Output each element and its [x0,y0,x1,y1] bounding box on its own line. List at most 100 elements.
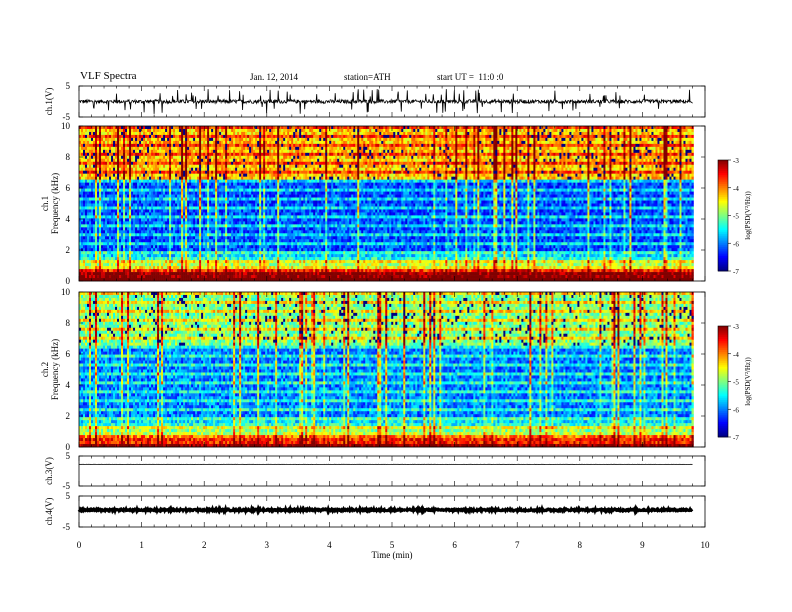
spectrogram-cell [239,134,242,139]
spectrogram-cell [87,149,90,154]
spectrogram-cell [187,137,190,142]
spectrogram-cell [497,134,500,139]
spectrogram-cell [129,128,132,133]
spectrogram-cell [147,164,150,169]
spectrogram-cell [159,170,162,174]
spectrogram-cell [217,126,220,130]
spectrogram-cell [137,137,140,142]
spectrogram-cell [339,143,342,148]
spectrogram-cell [431,134,434,139]
spectrogram-cell [491,143,494,148]
spectrogram-cell [529,164,532,169]
spectrogram-cell [473,126,476,130]
spectrogram-cell [477,143,480,148]
spectrogram-cell [665,149,668,154]
spectrogram-cell [571,155,574,160]
spectrogram-cell [323,149,326,154]
spectrogram-cell [325,149,328,154]
spectrogram-cell [651,149,654,154]
spectrogram-cell [555,155,558,160]
spectrogram-cell [451,149,454,154]
spectrogram-cell [323,155,326,160]
spectrogram-cell [379,155,382,160]
spectrogram-cell [227,164,230,169]
spectrogram-cell [677,137,680,142]
spectrogram-cell [371,164,374,169]
spectrogram-cell [337,152,340,157]
spectrogram-cell [461,158,464,163]
spectrogram-cell [607,170,610,174]
spectrogram-cell [511,164,514,169]
spectrogram-cell [643,167,646,172]
spectrogram-cell [615,134,618,139]
spectrogram-cell [319,155,322,160]
spectrogram-cell [503,128,506,133]
spectrogram-cell [175,131,178,136]
spectrogram-cell [455,126,458,130]
spectrogram-cell [321,149,324,154]
spectrogram-cell [617,128,620,133]
spectrogram-cell [279,128,282,133]
spectrogram-cell [93,140,96,145]
spectrogram-cell [263,149,266,154]
spectrogram-cell [561,131,564,136]
spectrogram-cell [123,158,126,163]
spectrogram-cell [367,158,370,163]
spectrogram-cell [427,128,430,133]
spectrogram-cell [145,140,148,145]
spectrogram-cell [257,149,260,154]
spectrogram-cell [167,170,170,174]
spectrogram-cell [569,134,572,139]
spectrogram-cell [179,158,182,163]
spectrogram-cell [89,167,92,172]
spectrogram-cell [401,170,404,174]
spectrogram-cell [95,126,98,130]
spectrogram-cell [417,146,420,151]
spectrogram-cell [179,134,182,139]
spectrogram-cell [629,158,632,163]
spectrogram-cell [327,155,330,160]
spectrogram-cell [211,146,214,151]
spectrogram-cell [109,146,112,151]
spectrogram-cell [285,137,288,142]
spectrogram-cell [565,140,568,145]
spectrogram-cell [513,134,516,139]
spectrogram-cell [571,126,574,130]
spectrogram-cell [245,131,248,136]
spectrogram-cell [409,126,412,130]
spectrogram-cell [551,126,554,130]
spectrogram-cell [399,137,402,142]
spectrogram-cell [97,158,100,163]
spectrogram-cell [231,137,234,142]
spectrogram-cell [121,164,124,169]
spectrogram-cell [577,143,580,148]
spectrogram-cell [413,134,416,139]
spectrogram-cell [537,128,540,133]
spectrogram-cell [621,161,624,166]
spectrogram-cell [491,128,494,133]
spectrogram-cell [359,158,362,163]
spectrogram-cell [495,170,498,174]
spectrogram-cell [337,170,340,174]
spectrogram-cell [165,161,168,166]
spectrogram-cell [237,128,240,133]
spectrogram-cell [685,134,688,139]
spectrogram-cell [371,158,374,163]
spectrogram-cell [181,155,184,160]
spectrogram-cell [269,131,272,136]
spectrogram-cell [137,149,140,154]
spectrogram-cell [421,158,424,163]
spectrogram-cell [517,164,520,169]
spectrogram-cell [529,146,532,151]
spectrogram-cell [151,126,154,130]
spectrogram-cell [93,149,96,154]
spectrogram-cell [459,164,462,169]
spectrogram-cell [265,152,268,157]
spectrogram-cell [631,155,634,160]
spectrogram-cell [233,161,236,166]
spectrogram-cell [657,126,660,130]
spectrogram-cell [227,137,230,142]
spectrogram-cell [355,152,358,157]
spectrogram-cell [573,143,576,148]
spectrogram-cell [401,149,404,154]
